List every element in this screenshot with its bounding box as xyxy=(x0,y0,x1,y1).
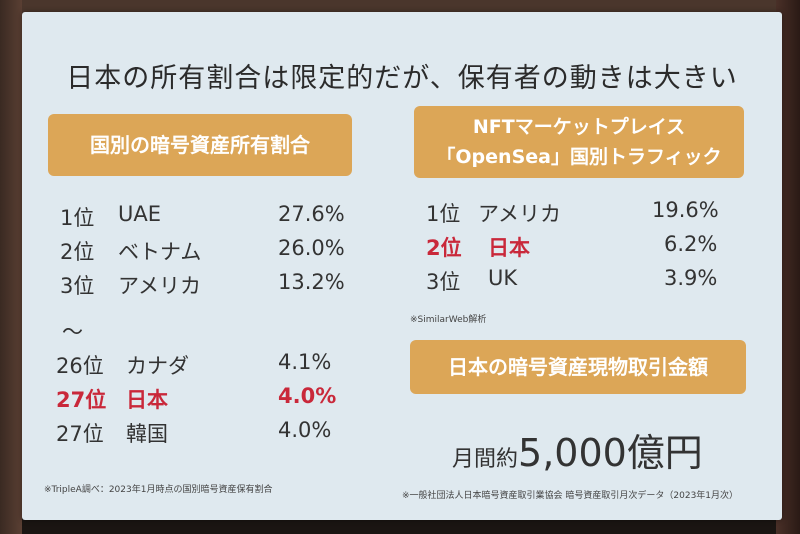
presentation-slide: 日本の所有割合は限定的だが、保有者の動きは大きい 国別の暗号資産所有割合 1位 … xyxy=(22,12,782,520)
country: 日本 xyxy=(126,388,168,412)
rank: 2位 xyxy=(60,240,95,264)
trading-amount-header: 日本の暗号資産現物取引金額 xyxy=(410,340,746,394)
percentage: 13.2% xyxy=(278,270,345,294)
percentage: 19.6% xyxy=(652,198,719,222)
rank: 3位 xyxy=(60,274,95,298)
slide-title: 日本の所有割合は限定的だが、保有者の動きは大きい xyxy=(66,63,738,94)
percentage: 27.6% xyxy=(278,202,345,226)
traffic-source: ※SimilarWeb解析 xyxy=(410,315,487,325)
ownership-header: 国別の暗号資産所有割合 xyxy=(48,114,352,176)
country: UAE xyxy=(118,202,162,226)
ownership-footnote: ※TripleA調べ：2023年1月時点の国別暗号資産保有割合 xyxy=(44,485,273,495)
rank: 26位 xyxy=(56,354,104,378)
traffic-header-line1: NFTマーケットプレイス xyxy=(472,116,686,138)
country: 韓国 xyxy=(126,422,168,446)
room-wall-left xyxy=(0,0,22,534)
percentage: 26.0% xyxy=(278,236,345,260)
country: 日本 xyxy=(488,236,530,260)
country: カナダ xyxy=(126,354,189,378)
country: アメリカ xyxy=(478,202,561,226)
separator-tilde: ～ xyxy=(62,320,83,344)
trading-amount: 月間約5,000億円 xyxy=(452,422,703,477)
amount-prefix: 月間約 xyxy=(452,447,519,472)
percentage: 4.0% xyxy=(278,418,332,442)
country: アメリカ xyxy=(118,274,201,298)
rank: 2位 xyxy=(426,236,462,260)
rank: 27位 xyxy=(56,422,104,446)
country: ベトナム xyxy=(118,240,202,264)
percentage: 6.2% xyxy=(664,232,718,256)
amount-value: 5,000億円 xyxy=(518,431,703,475)
rank: 1位 xyxy=(426,202,461,226)
country: UK xyxy=(488,266,518,290)
room-wall-top xyxy=(0,0,800,14)
traffic-header: NFTマーケットプレイス 「OpenSea」国別トラフィック xyxy=(414,106,744,178)
rank: 1位 xyxy=(60,206,95,230)
trading-footnote: ※一般社団法人日本暗号資産取引業協会 暗号資産取引月次データ（2023年1月次） xyxy=(402,491,739,501)
percentage: 4.1% xyxy=(278,350,332,374)
rank: 3位 xyxy=(426,270,461,294)
percentage: 4.0% xyxy=(278,384,337,408)
percentage: 3.9% xyxy=(664,266,718,290)
rank: 27位 xyxy=(56,388,107,412)
traffic-header-line2: 「OpenSea」国別トラフィック xyxy=(436,146,722,168)
